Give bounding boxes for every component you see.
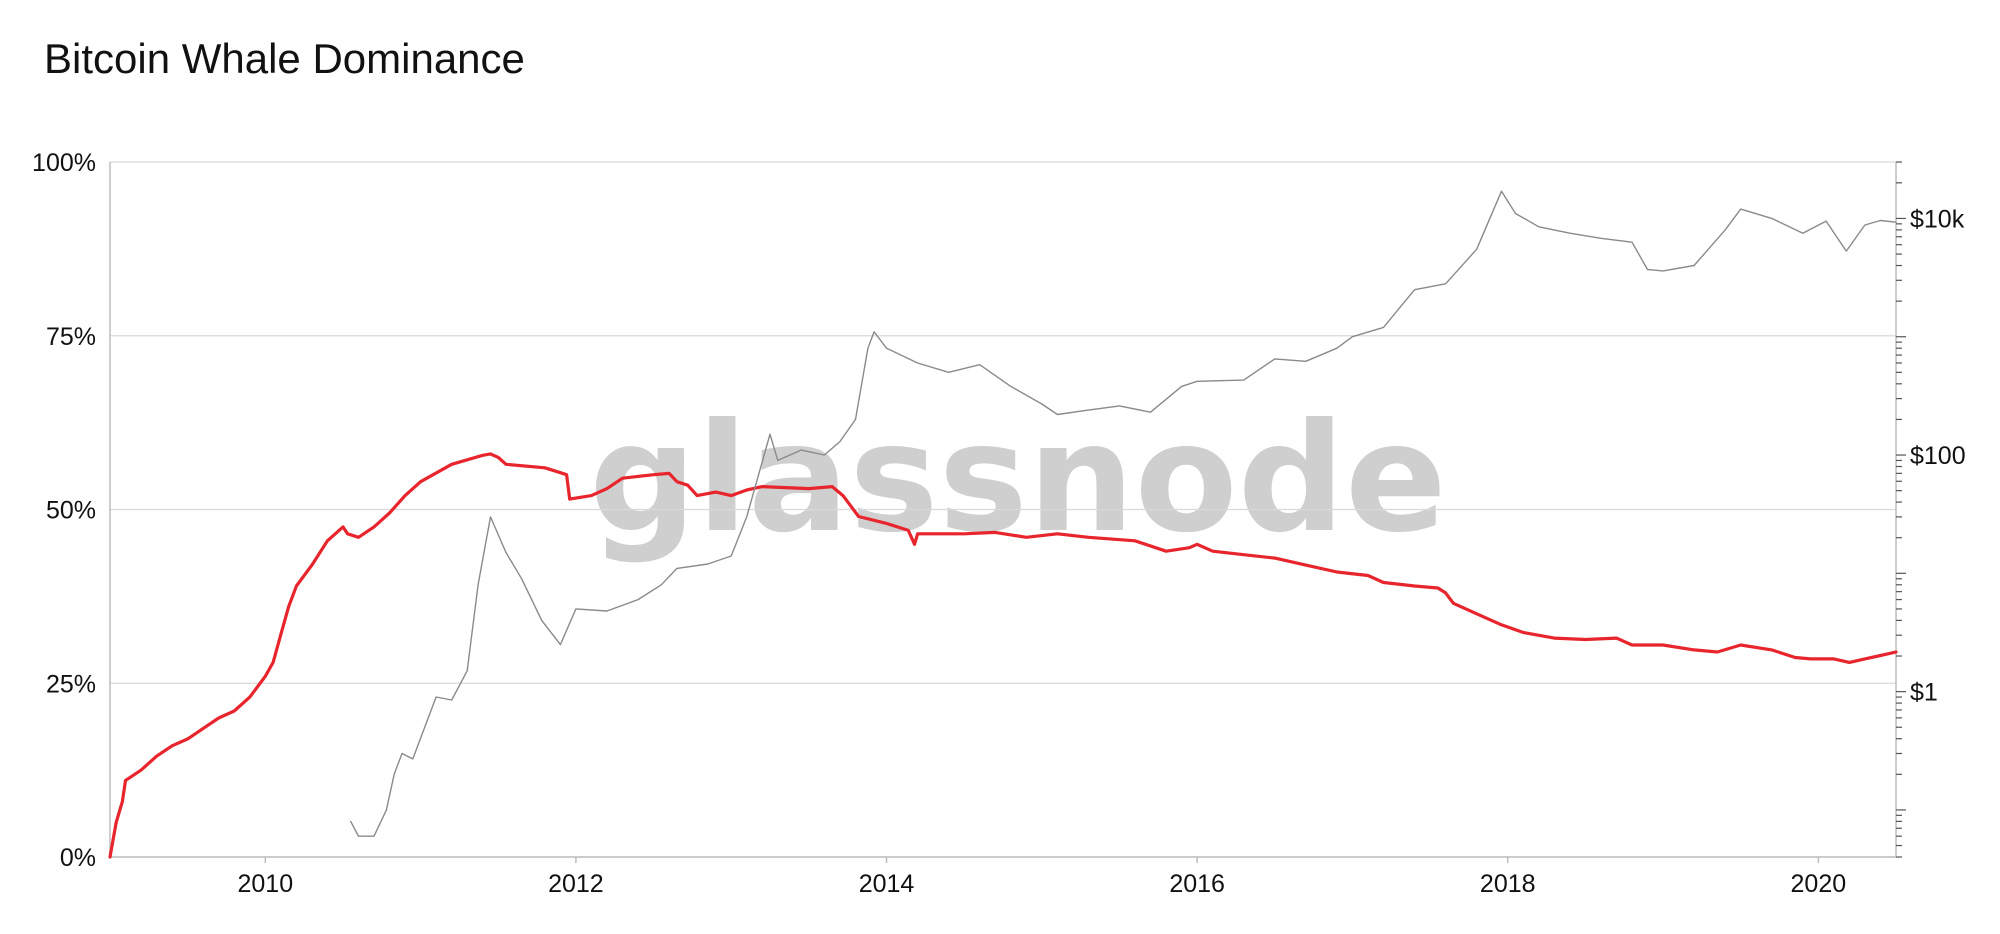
chart-title: Bitcoin Whale Dominance <box>44 35 525 82</box>
y-right-tick-label: $100 <box>1910 442 1966 470</box>
series <box>108 190 1898 859</box>
x-tick-label: 2018 <box>1480 870 1536 898</box>
x-tick-label: 2014 <box>859 870 915 898</box>
whale-dominance-series-line <box>108 452 1898 859</box>
x-tick-label: 2016 <box>1169 870 1225 898</box>
tick-labels: 0% 25% 50% 75% 100% 2010 2012 2014 2016 2018 2020 $… <box>32 149 1966 898</box>
price-series-line <box>350 190 1897 837</box>
axes <box>109 161 1906 863</box>
y-left-tick-label: 0% <box>60 844 96 872</box>
y-left-tick-label: 25% <box>46 670 96 698</box>
y-left-tick-label: 50% <box>46 497 96 525</box>
y-left-tick-label: 100% <box>32 149 96 177</box>
x-tick-label: 2012 <box>548 870 604 898</box>
x-tick-label: 2010 <box>237 870 293 898</box>
y-right-tick-label: $1 <box>1910 679 1938 707</box>
grid-lines <box>110 161 1896 858</box>
y-right-tick-label: $10k <box>1910 205 1965 233</box>
watermark: glassnode <box>589 392 1447 566</box>
y-left-tick-label: 75% <box>46 323 96 351</box>
x-tick-label: 2020 <box>1791 870 1847 898</box>
